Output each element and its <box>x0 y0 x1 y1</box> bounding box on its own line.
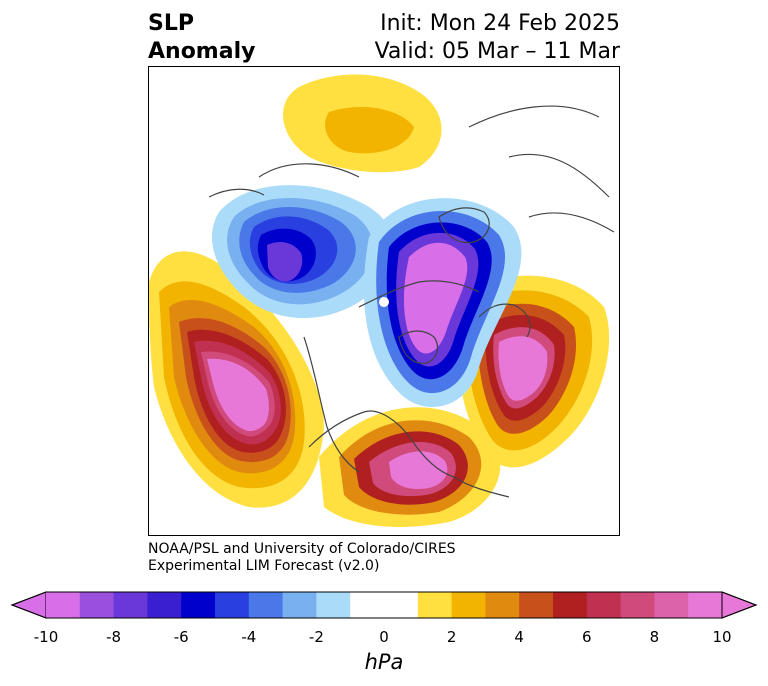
negative-anomaly-west <box>211 185 395 319</box>
coastlines <box>208 105 615 498</box>
colorbar-segment <box>620 592 655 618</box>
colorbar-segment <box>181 592 216 618</box>
negative-anomaly-central <box>363 198 522 407</box>
colorbar-segment <box>282 592 317 618</box>
positive-anomaly-west <box>149 251 324 508</box>
colorbar-segment <box>586 592 622 618</box>
colorbar-segment <box>79 592 115 618</box>
colorbar-segment <box>553 592 588 618</box>
colorbar-segment <box>215 592 250 618</box>
valid-range: Valid: 05 Mar – 11 Mar <box>374 39 620 64</box>
colorbar-tick-label: 2 <box>446 628 457 646</box>
colorbar-tick-label: -4 <box>241 628 257 646</box>
colorbar-segment <box>46 592 81 618</box>
slp-anomaly-map <box>149 74 615 527</box>
title-slp: SLP <box>148 11 194 36</box>
credit-text: NOAA/PSL and University of Colorado/CIRE… <box>148 541 456 575</box>
colorbar-unit: hPa <box>364 650 404 674</box>
colorbar-segment <box>451 592 486 618</box>
title-anomaly: Anomaly <box>148 39 256 64</box>
colorbar-tick-label: -10 <box>33 628 59 646</box>
colorbar-outline <box>10 591 758 619</box>
colorbar-tick-label: -8 <box>106 628 122 646</box>
credit-line-1: NOAA/PSL and University of Colorado/CIRE… <box>148 541 456 557</box>
colorbar-segment <box>248 592 284 618</box>
positive-anomaly-north <box>282 74 442 173</box>
colorbar-segment <box>417 592 453 618</box>
credit-line-2: Experimental LIM Forecast (v2.0) <box>148 558 380 574</box>
positive-anomaly-south <box>319 407 501 527</box>
colorbar-segment <box>654 592 689 618</box>
colorbar-tick-label: 4 <box>514 628 524 646</box>
colorbar-tick-label: 10 <box>712 628 732 646</box>
colorbar-tick-label: 6 <box>582 628 592 646</box>
colorbar-tick-label: 8 <box>649 628 660 646</box>
colorbar-tick-label: -6 <box>173 628 189 646</box>
map-panel <box>148 66 620 536</box>
colorbar-segment <box>384 592 419 618</box>
title-left: SLP Anomaly <box>148 10 255 66</box>
pole-marker <box>379 297 389 307</box>
colorbar-segment <box>485 592 520 618</box>
colorbar-tick-label: 0 <box>379 628 389 646</box>
colorbar-extend-low <box>10 591 47 619</box>
colorbar-segment <box>147 592 182 618</box>
colorbar-segment <box>350 592 385 618</box>
colorbar-segment <box>316 592 351 618</box>
colorbar <box>10 591 758 619</box>
colorbar-segment <box>519 592 554 618</box>
colorbar-segment <box>113 592 148 618</box>
colorbar-extend-high <box>721 591 758 619</box>
colorbar-tick-label: -2 <box>308 628 324 646</box>
init-date: Init: Mon 24 Feb 2025 <box>380 11 620 36</box>
title-right: Init: Mon 24 Feb 2025 Valid: 05 Mar – 11… <box>375 10 620 66</box>
colorbar-segment <box>688 592 723 618</box>
